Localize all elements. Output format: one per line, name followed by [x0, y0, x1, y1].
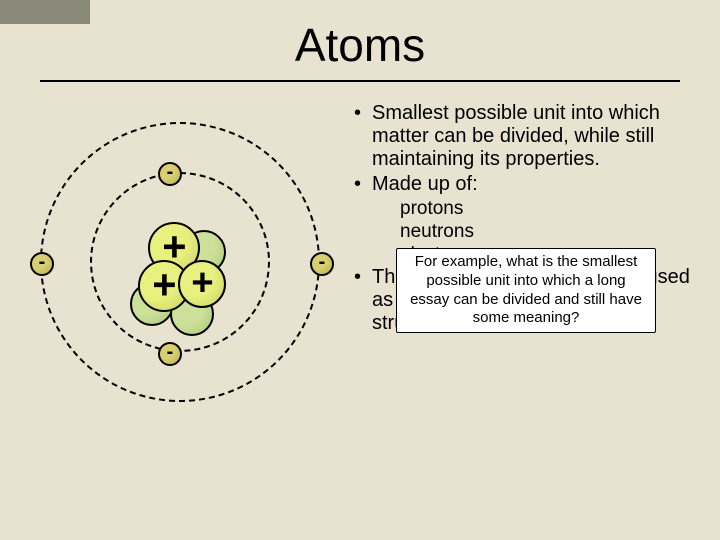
minus-icon: -	[39, 251, 46, 274]
atom-diagram: +++----	[20, 102, 340, 442]
sub-bullet-neutrons: neutrons	[350, 221, 700, 244]
bullet-2: Made up of:	[350, 173, 700, 196]
plus-icon: +	[191, 264, 213, 302]
electron: -	[158, 162, 182, 186]
electron: -	[310, 252, 334, 276]
minus-icon: -	[167, 161, 174, 184]
minus-icon: -	[319, 251, 326, 274]
minus-icon: -	[167, 341, 174, 364]
plus-icon: +	[152, 264, 176, 306]
corner-tab	[0, 0, 90, 24]
title-underline	[40, 80, 680, 82]
page-title: Atoms	[0, 0, 720, 72]
sub-bullet-protons: protons	[350, 198, 700, 221]
bullet-1: Smallest possible unit into which matter…	[350, 102, 700, 171]
example-callout: For example, what is the smallest possib…	[396, 248, 656, 333]
electron: -	[30, 252, 54, 276]
electron: -	[158, 342, 182, 366]
